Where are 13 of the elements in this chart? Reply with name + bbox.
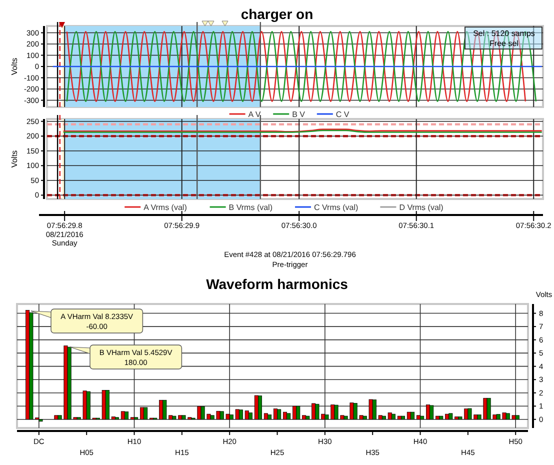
legend-label: A Vrms (val): [144, 203, 188, 212]
y-axis-title: Volts: [10, 58, 19, 76]
y-axis-title: Volts: [10, 150, 19, 168]
legend-label: C V: [336, 110, 350, 119]
legend-label: A V: [248, 110, 262, 119]
legend-label: B Vrms (val): [228, 203, 273, 212]
legend-label: D Vrms (val): [399, 203, 444, 212]
legend-label: C Vrms (val): [314, 203, 358, 212]
annotation: Free sel: [490, 39, 519, 48]
chart-title: charger on: [240, 6, 314, 22]
legend-label: B V: [292, 110, 306, 119]
chart-title: Waveform harmonics: [206, 276, 348, 292]
annotation: Sel : 5120 samps: [473, 29, 535, 38]
